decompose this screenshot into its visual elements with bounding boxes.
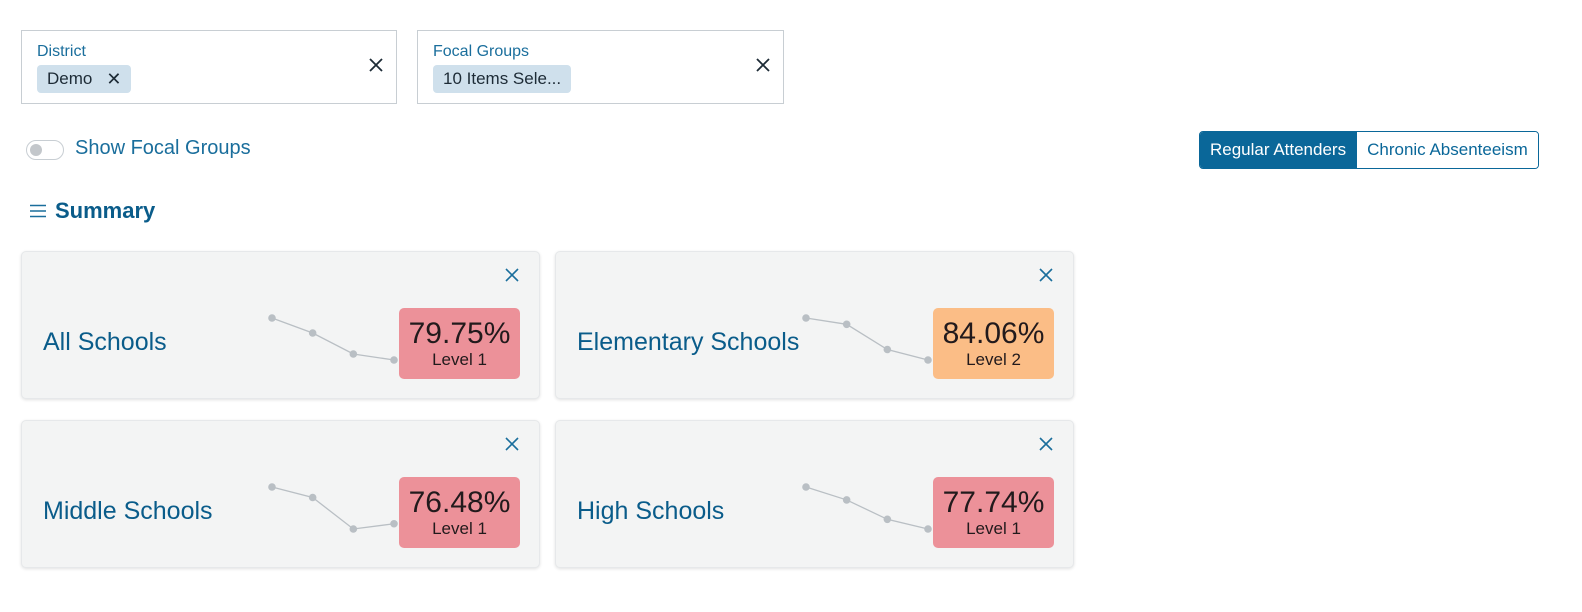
summary-card: All Schools 79.75% Level 1 xyxy=(21,251,540,399)
metric-level: Level 1 xyxy=(432,519,487,538)
sparkline-point xyxy=(308,493,317,502)
sparkline-path xyxy=(271,486,395,530)
summary-title: Summary xyxy=(55,198,156,223)
district-chip: Demo ✕ xyxy=(37,65,132,93)
metric-badge: 77.74% Level 1 xyxy=(933,477,1054,548)
card-title: All Schools xyxy=(43,328,167,356)
sparkline-point xyxy=(924,356,932,364)
district-filter-label: District xyxy=(37,43,86,60)
metric-badge: 84.06% Level 2 xyxy=(933,308,1054,379)
sparkline-point xyxy=(842,320,851,329)
sparkline-point xyxy=(268,483,276,491)
card-title: Elementary Schools xyxy=(577,328,800,356)
sparkline-point xyxy=(268,314,276,322)
close-card-icon[interactable] xyxy=(1039,268,1053,282)
clear-focal-groups-icon[interactable] xyxy=(755,57,771,73)
trend-sparkline xyxy=(802,314,932,364)
focal-groups-chip: 10 Items Sele... xyxy=(433,65,572,93)
sparkline-point xyxy=(349,525,358,533)
regular-attenders-button[interactable]: Regular Attenders xyxy=(1200,132,1357,168)
sparkline-point xyxy=(842,496,851,504)
sparkline-point xyxy=(802,483,810,491)
metric-badge: 79.75% Level 1 xyxy=(399,308,520,379)
focal-groups-filter-label: Focal Groups xyxy=(433,43,530,60)
metric-value: 76.48% xyxy=(408,486,511,519)
metric-level: Level 2 xyxy=(966,350,1021,369)
metric-level: Level 1 xyxy=(432,350,487,369)
chronic-absenteeism-button[interactable]: Chronic Absenteeism xyxy=(1356,132,1538,168)
menu-icon xyxy=(30,204,46,218)
district-chip-label: Demo xyxy=(47,69,93,88)
close-card-icon[interactable] xyxy=(505,268,519,282)
sparkline-point xyxy=(390,519,398,528)
focal-groups-chip-label: 10 Items Sele... xyxy=(443,69,562,88)
sparkline-point xyxy=(308,329,317,337)
summary-card: High Schools 77.74% Level 1 xyxy=(555,420,1074,568)
sparkline-path xyxy=(805,486,929,530)
sparkline-point xyxy=(883,515,892,524)
remove-chip-icon[interactable]: ✕ xyxy=(106,69,122,89)
district-filter[interactable]: District Demo ✕ xyxy=(21,30,397,104)
trend-sparkline xyxy=(268,483,398,533)
metric-value: 79.75% xyxy=(408,317,511,350)
summary-card: Elementary Schools 84.06% Level 2 xyxy=(555,251,1074,399)
sparkline-point xyxy=(883,345,892,354)
close-card-icon[interactable] xyxy=(505,437,519,451)
close-card-icon[interactable] xyxy=(1039,437,1053,451)
show-focal-groups-toggle[interactable] xyxy=(26,140,64,160)
metric-value: 77.74% xyxy=(942,486,1045,519)
metric-segmented-control: Regular Attenders Chronic Absenteeism xyxy=(1199,131,1539,169)
trend-sparkline xyxy=(802,483,932,533)
metric-value: 84.06% xyxy=(942,317,1045,350)
trend-sparkline xyxy=(268,314,398,364)
summary-card: Middle Schools 76.48% Level 1 xyxy=(21,420,540,568)
summary-header[interactable]: Summary xyxy=(30,198,155,224)
sparkline-point xyxy=(390,356,398,364)
sparkline-point xyxy=(802,314,810,322)
card-title: High Schools xyxy=(577,497,725,525)
sparkline-point xyxy=(924,525,932,533)
focal-groups-filter[interactable]: Focal Groups 10 Items Sele... xyxy=(417,30,784,104)
metric-level: Level 1 xyxy=(966,519,1021,538)
show-focal-groups-label[interactable]: Show Focal Groups xyxy=(75,137,251,159)
card-title: Middle Schools xyxy=(43,497,213,525)
metric-badge: 76.48% Level 1 xyxy=(399,477,520,548)
sparkline-path xyxy=(271,317,395,361)
sparkline-point xyxy=(349,350,358,358)
toggle-knob xyxy=(30,144,42,156)
sparkline-path xyxy=(805,317,929,361)
clear-district-icon[interactable] xyxy=(368,57,384,73)
